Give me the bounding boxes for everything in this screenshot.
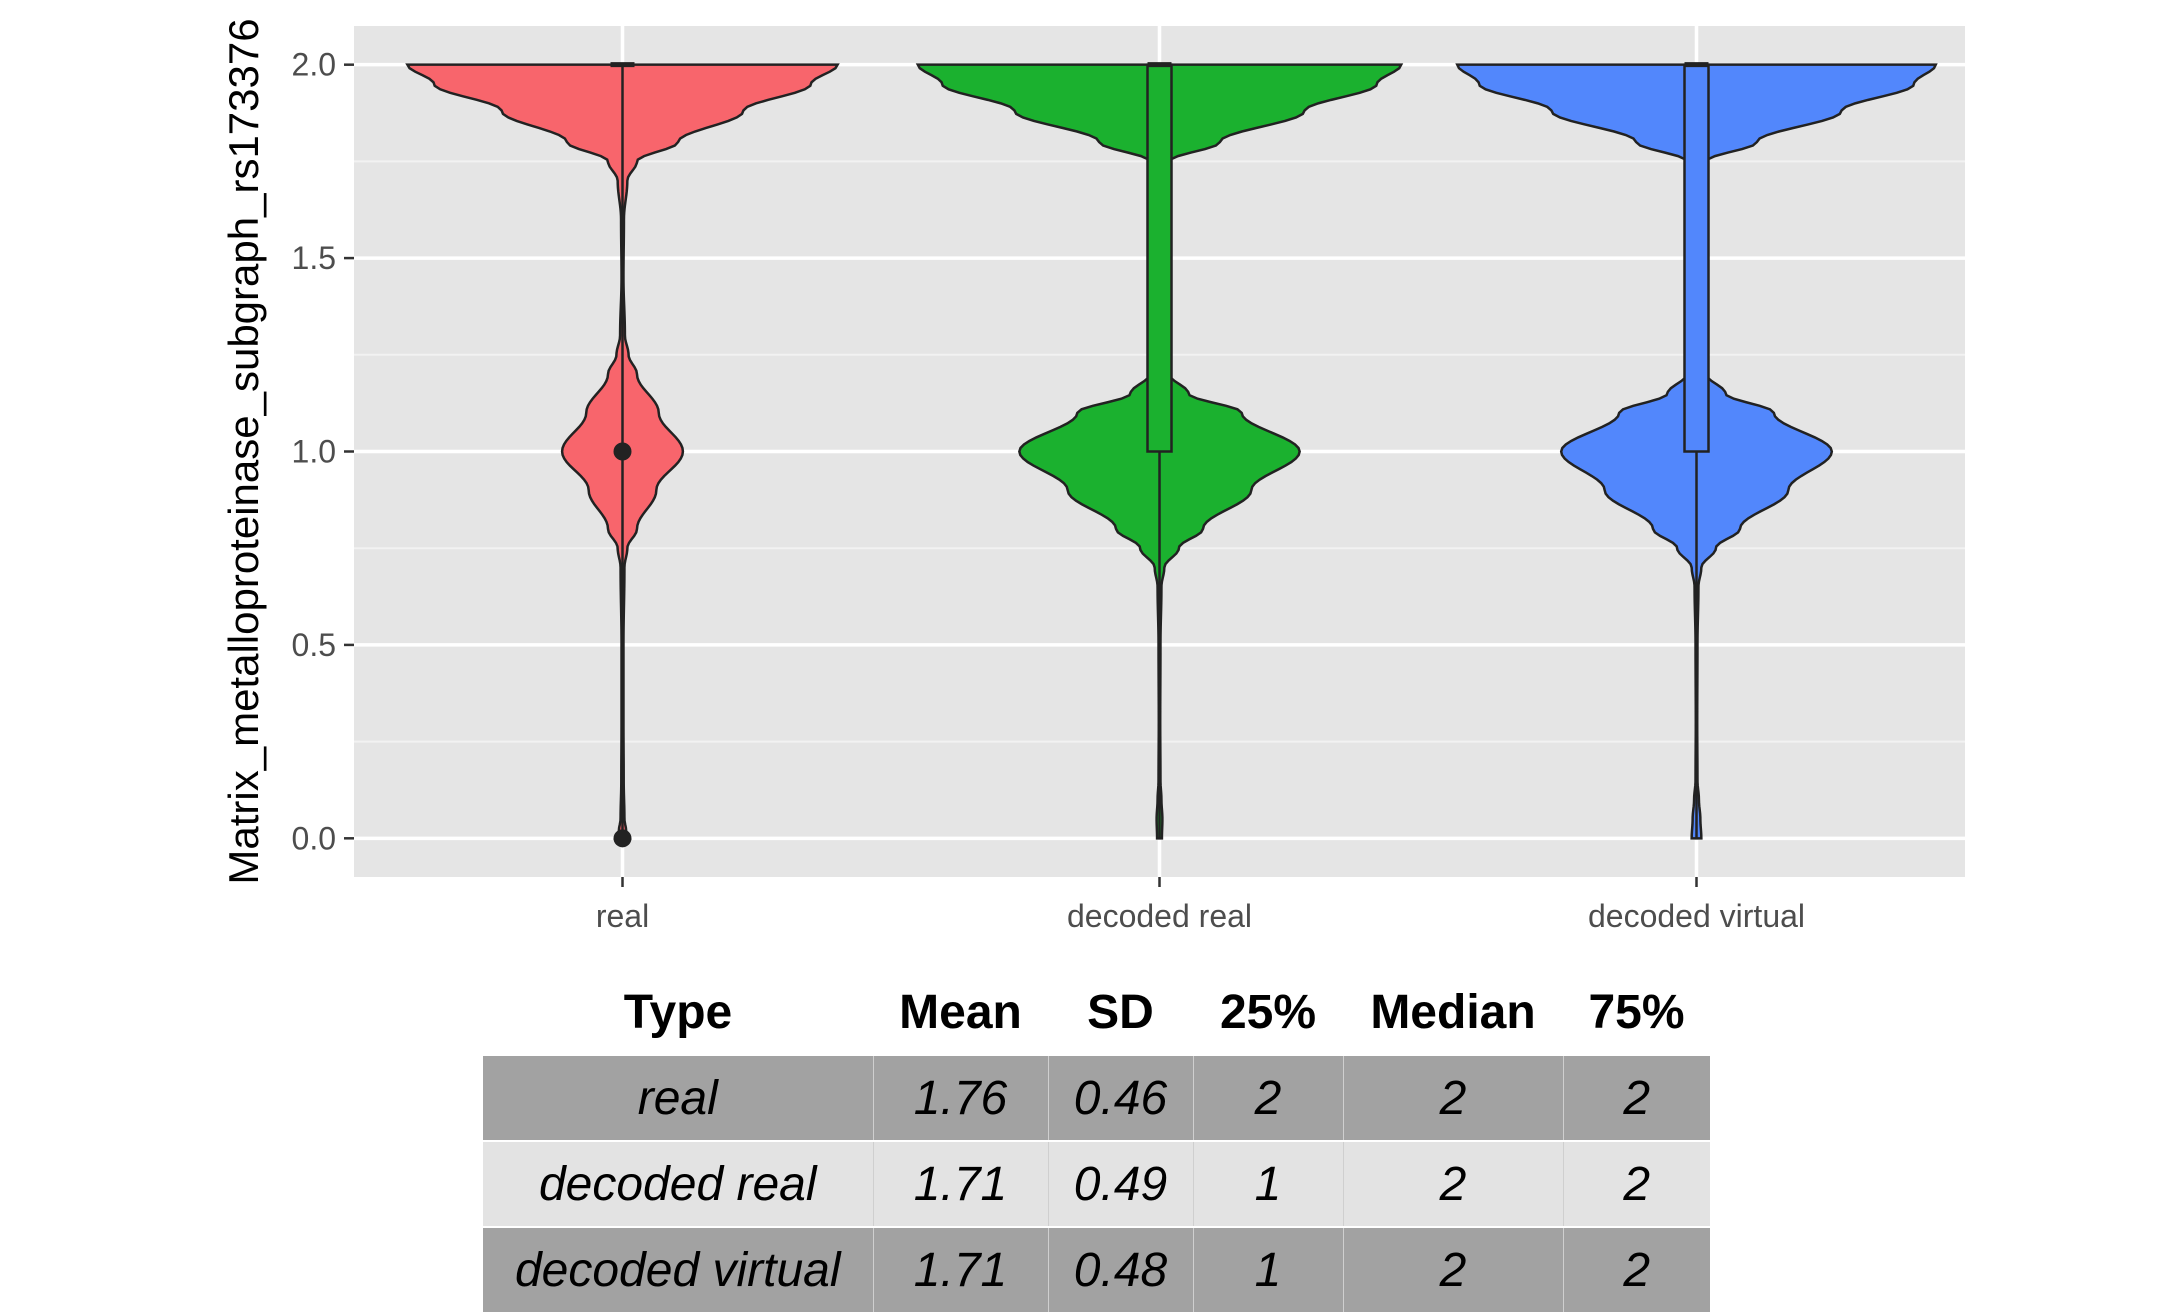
violin-chart: 0.0 0.5 1.0 1.5 2.0 real decoded real decoded … (220, 18, 1965, 934)
cell-sd: 0.48 (1048, 1226, 1194, 1312)
cell-median: 2 (1343, 1140, 1564, 1227)
y-tick-label: 0.5 (292, 627, 336, 663)
violins (405, 62, 1938, 848)
box-rect (1146, 63, 1173, 453)
cell-q25: 2 (1193, 1054, 1344, 1141)
summary-table: Type Mean SD 25% Median 75% real 1.76 0.… (483, 970, 1710, 1312)
header-median: Median (1370, 985, 1536, 1039)
y-axis-label: Matrix_metalloproteinase_subgraph_rs1733… (220, 18, 267, 884)
cell-type: decoded real (483, 1140, 874, 1227)
table-row: real 1.76 0.46 2 2 2 (483, 1054, 1710, 1141)
cell-median: 2 (1343, 1226, 1564, 1312)
cell-q25: 1 (1193, 1140, 1344, 1227)
y-tick-label: 2.0 (292, 47, 336, 83)
x-tick-label: decoded virtual (1588, 898, 1805, 934)
cell-mean: 1.71 (873, 1226, 1049, 1312)
outlier-point (613, 829, 632, 848)
violin-decoded-real (915, 62, 1404, 840)
cell-median: 2 (1343, 1054, 1564, 1141)
cell-sd: 0.49 (1048, 1140, 1194, 1227)
cell-sd: 0.46 (1048, 1054, 1194, 1141)
header-q75: 75% (1588, 985, 1685, 1039)
y-axis: 0.0 0.5 1.0 1.5 2.0 (292, 47, 354, 856)
cell-q25: 1 (1193, 1226, 1344, 1312)
table-row: decoded virtual 1.71 0.48 1 2 2 (483, 1226, 1710, 1312)
violin-real (405, 62, 840, 848)
table-row: decoded real 1.71 0.49 1 2 2 (483, 1140, 1710, 1227)
header-mean: Mean (899, 985, 1022, 1039)
cell-q75: 2 (1563, 1140, 1710, 1227)
outlier-point (613, 442, 632, 461)
y-tick-label: 0.0 (292, 820, 336, 856)
header-sd: SD (1087, 985, 1154, 1039)
y-tick-label: 1.0 (292, 434, 336, 470)
cell-mean: 1.76 (873, 1054, 1049, 1141)
x-tick-label: real (596, 898, 649, 934)
cell-q75: 2 (1563, 1054, 1710, 1141)
violin-decoded-virtual (1455, 62, 1938, 840)
header-type: Type (623, 985, 733, 1039)
header-q25: 25% (1219, 985, 1317, 1039)
x-tick-label: decoded real (1067, 898, 1252, 934)
cell-q75: 2 (1563, 1226, 1710, 1312)
x-axis: real decoded real decoded virtual (596, 877, 1805, 934)
y-tick-label: 1.5 (292, 240, 336, 276)
cell-type: decoded virtual (483, 1226, 874, 1312)
box-rect (1683, 63, 1710, 453)
cell-type: real (483, 1054, 874, 1141)
cell-mean: 1.71 (873, 1140, 1049, 1227)
